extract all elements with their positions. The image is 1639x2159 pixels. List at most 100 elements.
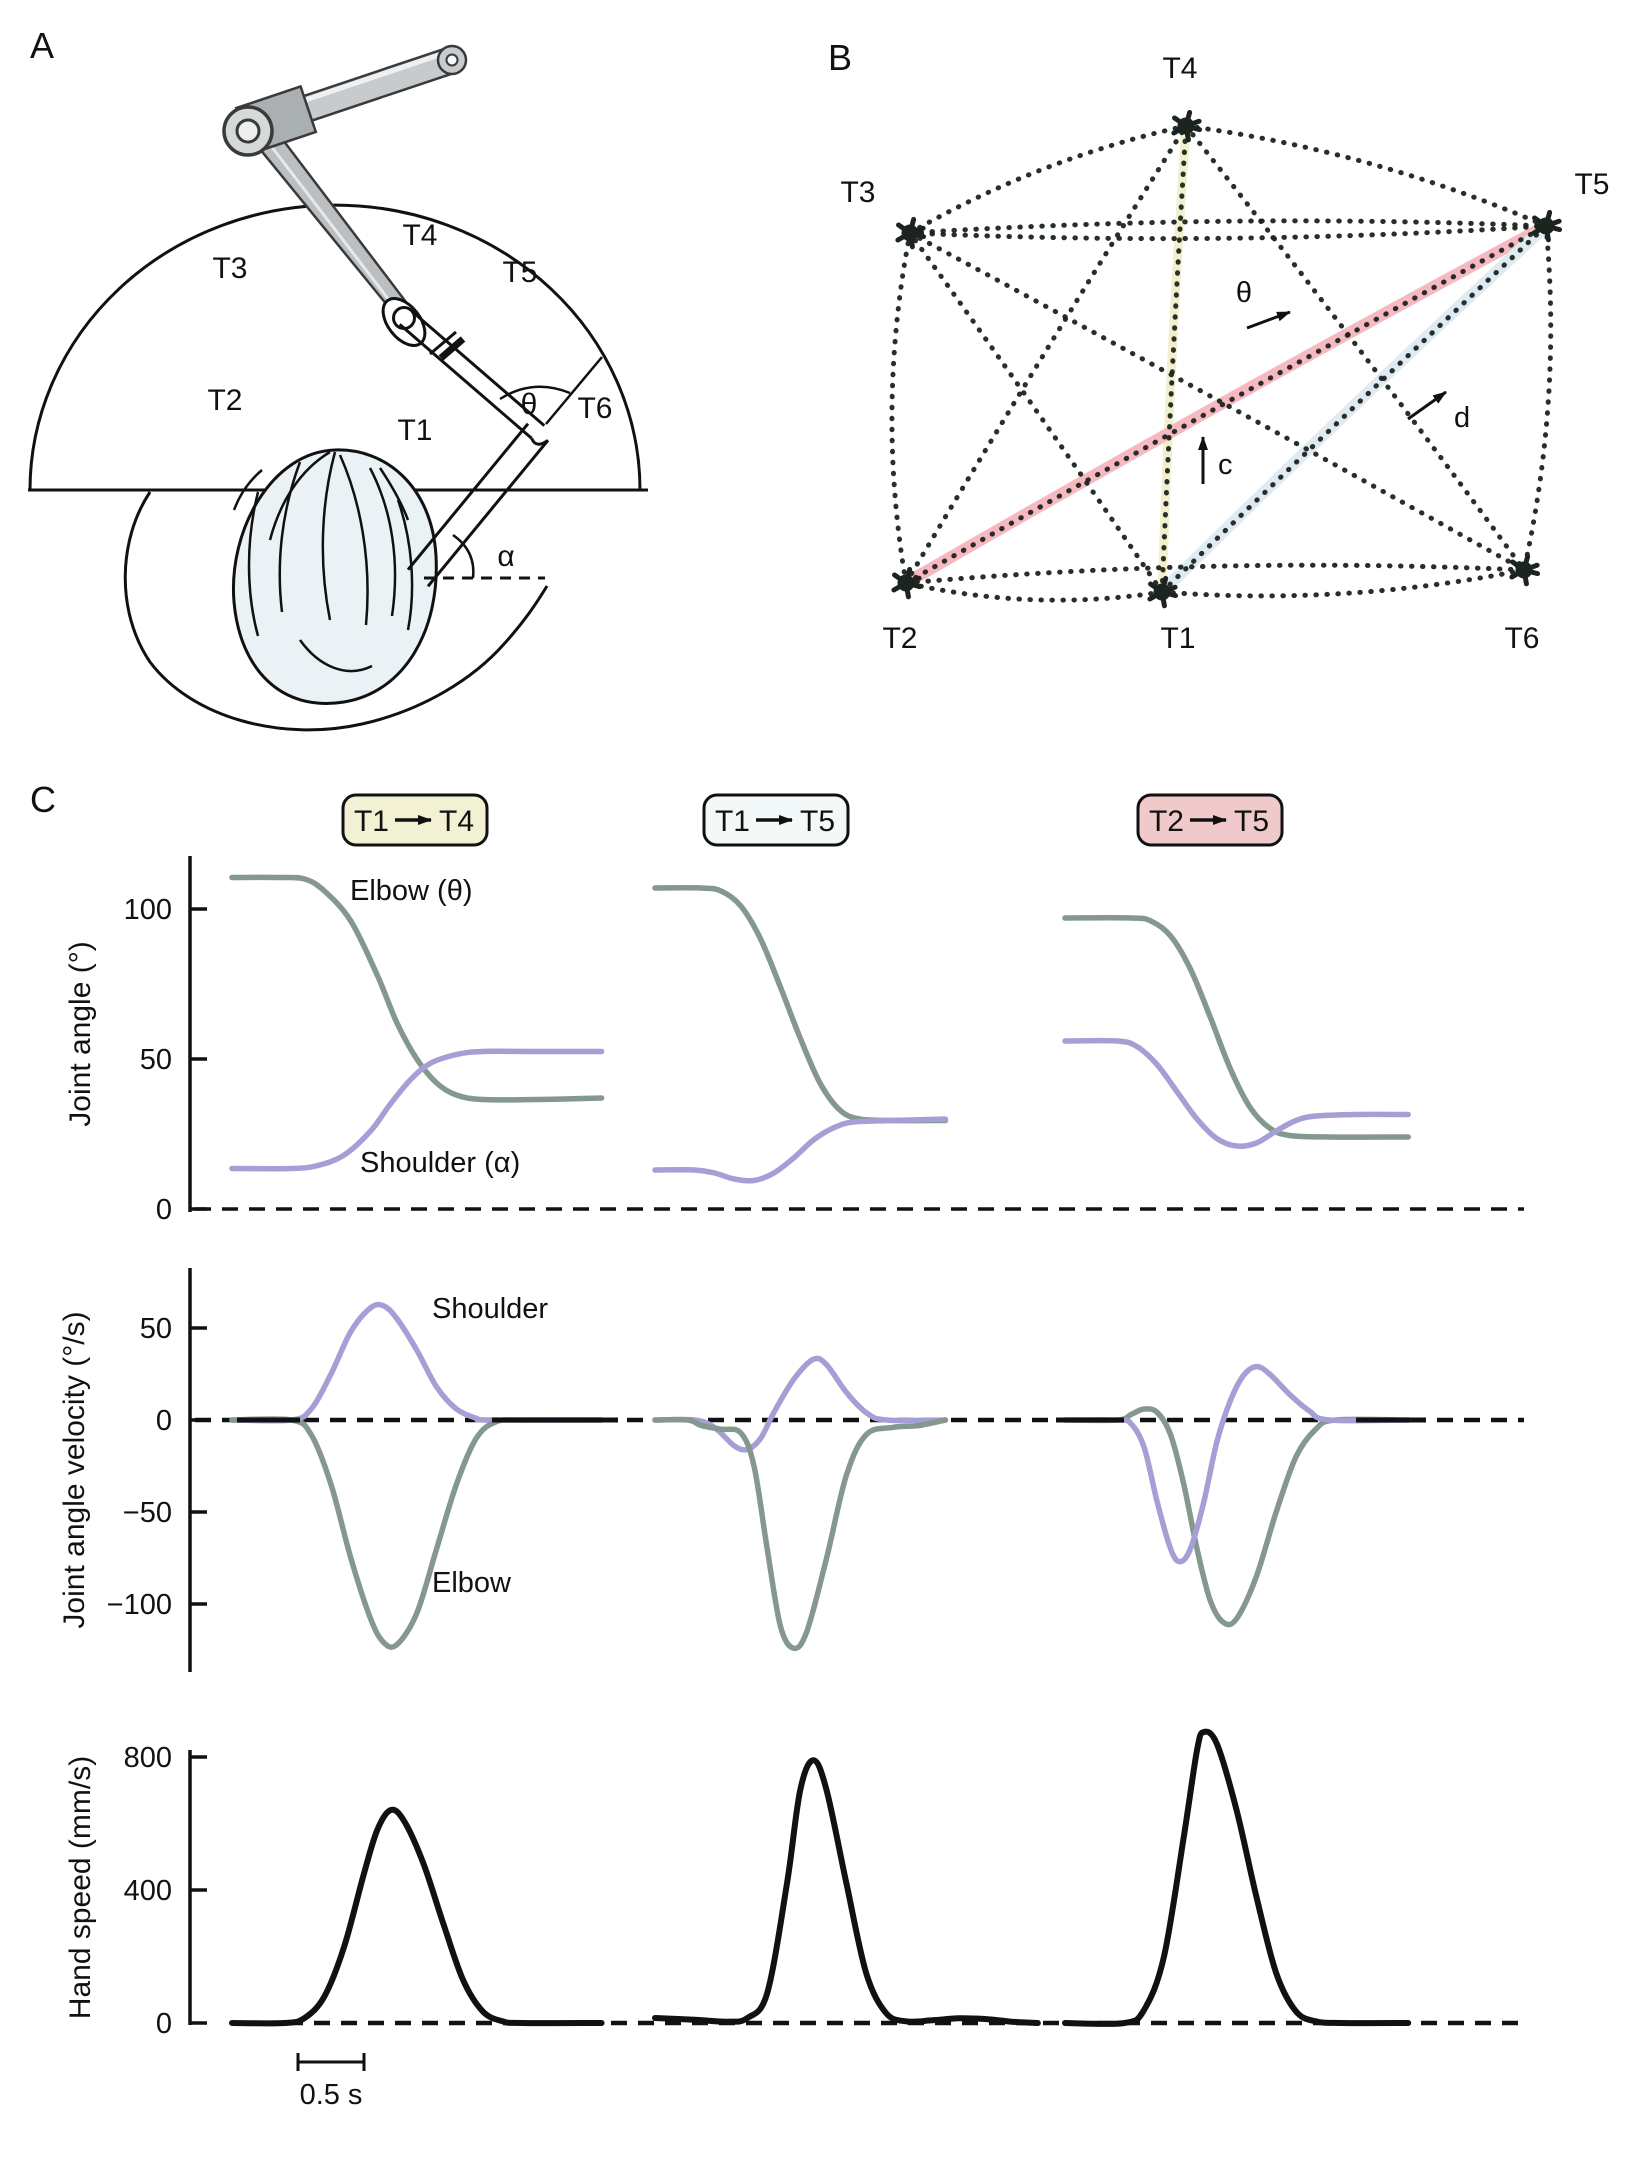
trajectory-edge-T3-T6 <box>907 230 1527 573</box>
plot-row-hand-speed: 800 400 0 Hand speed (mm/s) <box>64 1728 1524 2040</box>
trajectory-edge-T3-T5 <box>907 223 1549 242</box>
trace-elbow-T1-T5 <box>652 1416 949 1652</box>
trajectory-plot: T3 T4 T5 T2 T1 T6 θ c d <box>840 52 1609 655</box>
target-node-T6 <box>1515 561 1533 579</box>
header-to-T1-T4: T4 <box>439 805 474 838</box>
trace-elbow-T1-T4 <box>229 874 605 1103</box>
trace-elbow-T2-T5 <box>1062 1406 1411 1628</box>
annotation-label-θ: θ <box>1236 277 1252 309</box>
trajectory-edge-T1-T6 <box>1159 567 1527 599</box>
trace-shoulder-T1-T4 <box>229 1301 605 1424</box>
manipulandum <box>222 44 468 325</box>
trace-elbow-T1-T5 <box>652 885 949 1124</box>
curve-label: Shoulder (α) <box>360 1147 520 1179</box>
node-label-T6: T6 <box>1504 622 1539 655</box>
theta-angle-arc <box>499 385 571 401</box>
y-tick-label: 50 <box>140 1044 172 1076</box>
trace-shoulder-T1-T5 <box>652 1355 949 1453</box>
target-label-t4: T4 <box>402 219 437 252</box>
trace-hand_speed-T2-T5 <box>1062 1728 1412 2027</box>
trajectory-edge-T1-T4 <box>1159 123 1189 595</box>
column-header-T1-T5: T1 T5 <box>702 793 850 847</box>
semicircle-arc <box>28 203 642 491</box>
curve-label: Elbow (θ) <box>350 875 473 907</box>
y-tick-label: 800 <box>124 1742 172 1774</box>
elbow-extension-line <box>545 356 603 425</box>
scale-bar-label: 0.5 s <box>300 2079 363 2111</box>
trajectory-edge-T2-T5 <box>903 223 1549 586</box>
trajectory-edge-T2-T3 <box>889 230 913 586</box>
forearm-outline <box>398 323 533 440</box>
target-node-T4 <box>1177 117 1195 135</box>
target-node-T2 <box>897 574 915 592</box>
target-label-t1: T1 <box>397 414 432 447</box>
trajectory-edge-T1-T3 <box>907 230 1165 595</box>
target-node-T5 <box>1537 217 1555 235</box>
y-tick-label: 100 <box>124 894 172 926</box>
trajectory-edge-T3-T5 <box>907 218 1549 236</box>
annotation-label-c: c <box>1218 449 1233 481</box>
head-outline <box>231 448 438 705</box>
trace-elbow-T2-T5 <box>1062 915 1411 1140</box>
panel-c-label: C <box>30 779 56 820</box>
axis-title-joint-angle: Joint angle (°) <box>64 941 97 1126</box>
theta-angle-label: θ <box>521 388 538 421</box>
y-tick-label: −100 <box>107 1589 172 1621</box>
kinematics-plots: T1 T4 T1 T5 T2 T5 100 50 0 Joint angle (°) Elbow (… <box>58 793 1524 2111</box>
node-label-T1: T1 <box>1160 622 1195 655</box>
trajectory-edge-T4-T6 <box>1183 123 1527 573</box>
trace-hand_speed-T1-T5 <box>652 1757 1041 2026</box>
wrist-band <box>438 336 466 361</box>
torso-outline <box>123 491 549 732</box>
hair-strands <box>232 450 414 673</box>
alpha-angle-arc <box>452 533 475 579</box>
header-from-T2-T5: T2 <box>1149 805 1184 838</box>
trace-shoulder-T2-T5 <box>1062 1363 1411 1565</box>
axis-title-joint-velocity: Joint angle velocity (°/s) <box>58 1311 91 1628</box>
y-tick-label: 400 <box>124 1875 172 1907</box>
column-header-T1-T4: T1 T4 <box>341 793 489 847</box>
proximal-link-highlight <box>266 141 404 318</box>
annotation-label-d: d <box>1454 402 1470 434</box>
plot-row-joint-angle: 100 50 0 Joint angle (°) Elbow (θ) Shoulder (… <box>64 856 1524 1226</box>
trace-hand_speed-T1-T4 <box>229 1806 605 2027</box>
y-tick-label: 0 <box>156 1405 172 1437</box>
trajectory-edge-T2-T4 <box>903 123 1189 586</box>
trajectory-edge-T4-T5 <box>1183 123 1549 229</box>
annotation-arrow-d <box>1407 390 1447 421</box>
y-tick-label: 0 <box>156 1194 172 1226</box>
forearm-outline <box>411 310 546 427</box>
header-to-T1-T5: T5 <box>800 805 835 838</box>
trajectory-edge-T1-T5 <box>1159 223 1549 595</box>
node-label-T2: T2 <box>882 622 917 655</box>
node-label-T3: T3 <box>840 176 875 209</box>
handle <box>392 306 416 330</box>
wrist-line <box>429 330 457 356</box>
panel-a-label: A <box>30 25 54 66</box>
node-label-T4: T4 <box>1162 52 1197 85</box>
distal-link-hole <box>445 53 459 67</box>
plot-row-joint-velocity: 50 0 −50 −100 Joint angle velocity (°/s) Shou… <box>58 1268 1524 1672</box>
trace-shoulder-T1-T4 <box>229 1048 605 1172</box>
header-from-T1-T5: T1 <box>715 805 750 838</box>
trajectory-edge-T5-T6 <box>1521 223 1554 573</box>
target-node-T1 <box>1153 583 1171 601</box>
trace-shoulder-T2-T5 <box>1062 1037 1411 1149</box>
target-label-t5: T5 <box>502 256 537 289</box>
panel-b-label: B <box>828 37 852 78</box>
target-node-T3 <box>901 224 919 242</box>
trajectory-edge-T1-T2 <box>903 580 1165 603</box>
trace-elbow-T1-T4 <box>229 1416 605 1650</box>
curve-label: Shoulder <box>432 1293 548 1325</box>
y-tick-label: 0 <box>156 2008 172 2040</box>
subject-illustration <box>123 448 549 732</box>
trajectory-edge-T2-T6 <box>903 562 1527 586</box>
manipulandum-pivot-hub <box>235 118 261 144</box>
y-tick-label: 50 <box>140 1313 172 1345</box>
panel-c: C T1 T4 T1 T5 T2 T5 100 50 0 Joint angle (°) Elbow… <box>30 779 1524 2111</box>
y-tick-label: −50 <box>123 1497 172 1529</box>
upper-arm-outline <box>426 439 550 588</box>
node-label-T5: T5 <box>1574 168 1609 201</box>
